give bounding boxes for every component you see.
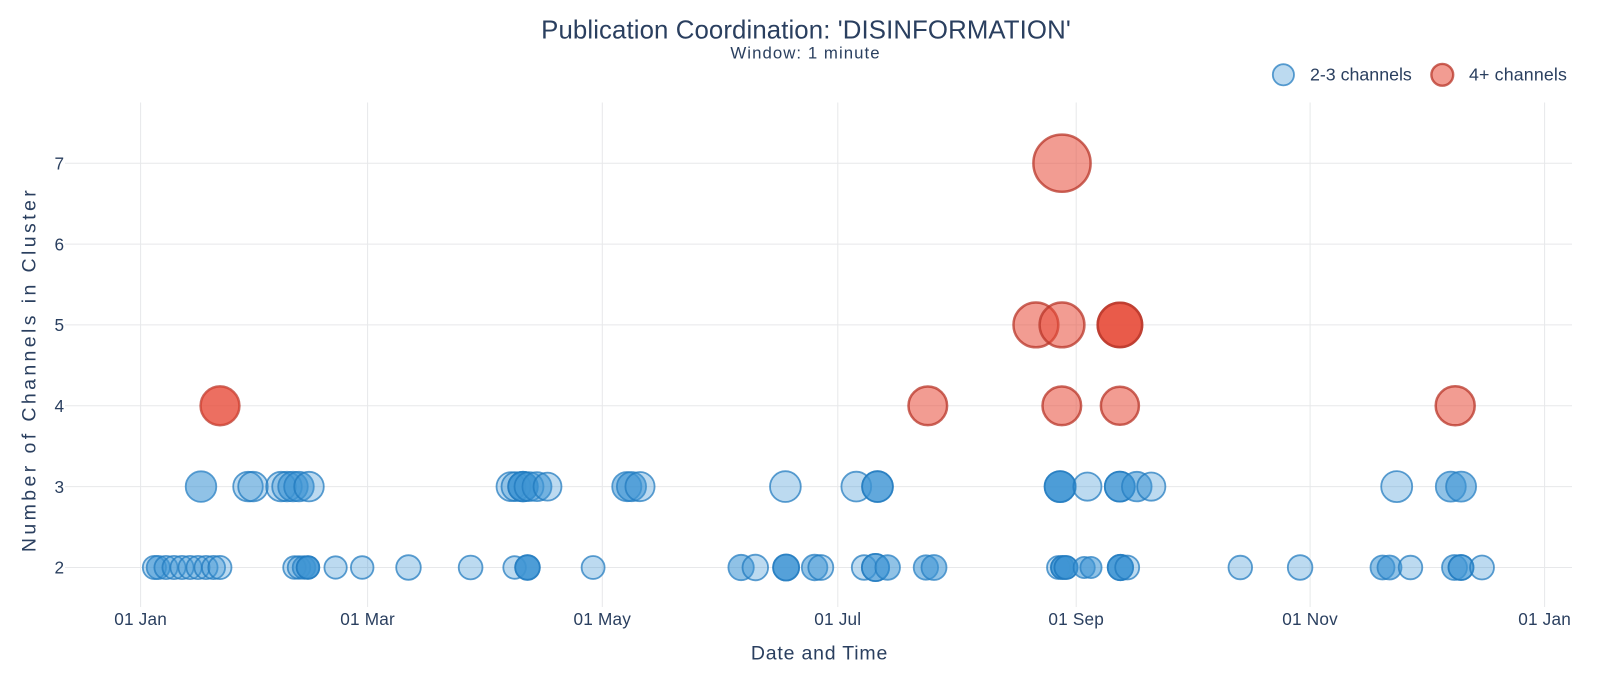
svg-text:01 May: 01 May [574, 609, 632, 629]
svg-text:6: 6 [54, 234, 64, 254]
svg-text:01 Jan: 01 Jan [114, 609, 167, 629]
svg-text:Date and Time: Date and Time [751, 642, 888, 664]
svg-text:01 Sep: 01 Sep [1048, 609, 1104, 629]
svg-text:Publication Coordination: 'DIS: Publication Coordination: 'DISINFORMATIO… [541, 17, 1071, 45]
svg-text:01 Jan: 01 Jan [1518, 609, 1571, 629]
svg-text:3: 3 [54, 477, 64, 497]
svg-text:01 Nov: 01 Nov [1282, 609, 1338, 629]
svg-text:4+ channels: 4+ channels [1469, 64, 1567, 84]
svg-text:2: 2 [54, 558, 64, 578]
svg-text:Number of Channels in Cluster: Number of Channels in Cluster [19, 187, 41, 552]
svg-text:4: 4 [54, 396, 64, 416]
svg-text:2-3 channels: 2-3 channels [1310, 64, 1412, 84]
svg-text:7: 7 [54, 153, 64, 173]
svg-text:01 Mar: 01 Mar [340, 609, 395, 629]
svg-text:01 Jul: 01 Jul [814, 609, 861, 629]
svg-text:Window: 1 minute: Window: 1 minute [730, 44, 880, 63]
svg-text:5: 5 [54, 315, 64, 335]
